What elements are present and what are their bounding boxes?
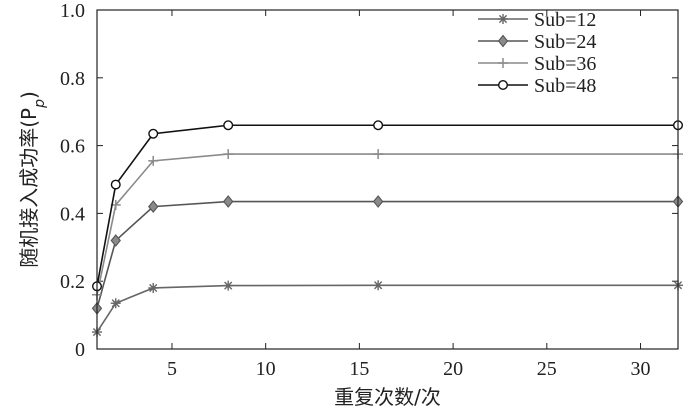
diamond-marker [497,34,509,48]
diamond-marker [148,200,159,213]
y-axis-label: 随机接入成功率(Pp) [17,91,48,268]
series-layer [91,120,684,338]
axis-ticks: 0 0.2 0.4 0.6 0.8 1.0 5 10 15 20 25 30 [60,0,678,380]
y-tick-label: 0.6 [60,136,85,158]
marker-stroke [149,283,158,293]
legend-item: Sub=48 [478,75,596,97]
legend-item: Sub=36 [478,53,596,75]
marker-shape [222,195,234,208]
series-sub-48 [91,120,684,292]
marker-shape [497,34,509,48]
legend-item: Sub=12 [478,9,596,31]
circle-marker [373,120,384,131]
x-tick-label: 10 [256,358,276,380]
x-tick-label: 30 [631,358,651,380]
legend-label: Sub=24 [534,31,596,53]
marker-stroke [498,14,508,24]
plot-frame [96,9,679,350]
marker-shape [223,120,234,131]
circle-marker [148,128,159,139]
series-sub-12 [92,280,683,338]
y-axis-label-main: 随机接入成功率(P [17,108,41,268]
series-line [96,124,678,287]
y-axis-label-close: ) [17,91,41,99]
asterisk-marker [498,14,508,24]
legend-label: Sub=36 [534,53,596,75]
legend-item: Sub=24 [478,31,596,53]
x-tick-label: 20 [443,358,463,380]
x-axis-label: 重复次数/次 [334,385,441,409]
circle-marker [223,120,234,131]
y-tick-label: 1.0 [60,0,85,22]
marker-shape [373,120,384,131]
legend-label: Sub=12 [534,9,596,31]
legend-label: Sub=48 [534,75,596,97]
diamond-marker [372,195,384,208]
asterisk-marker [148,282,159,293]
marker-stroke [374,281,383,290]
marker-shape [498,79,509,90]
x-tick-label: 25 [537,358,557,380]
asterisk-marker [223,280,234,291]
series-line [96,153,678,295]
plus-marker [223,149,234,160]
marker-shape [148,128,159,139]
plus-marker [373,149,384,160]
asterisk-marker [373,280,384,291]
plus-marker [498,58,508,68]
asterisk-marker [110,298,121,309]
series-line [96,200,678,309]
y-tick-label: 0.4 [60,203,85,225]
diamond-marker [110,234,121,247]
circle-marker [498,79,509,90]
y-tick-label: 0.8 [60,68,85,90]
marker-shape [372,195,384,208]
x-tick-label: 5 [167,358,177,380]
series-line [96,284,678,333]
diamond-marker [222,195,234,208]
circle-marker [110,179,121,190]
plus-marker [148,155,159,166]
marker-shape [110,234,121,247]
marker-stroke [224,281,233,290]
y-axis-label-subscript: p [32,99,48,109]
marker-shape [148,200,159,213]
series-sub-36 [92,149,683,300]
series-sub-24 [91,195,684,315]
y-tick-label: 0 [75,339,85,361]
marker-stroke [111,299,120,308]
x-tick-label: 15 [349,358,369,380]
y-tick-label: 0.2 [60,271,85,293]
marker-shape [110,179,121,190]
